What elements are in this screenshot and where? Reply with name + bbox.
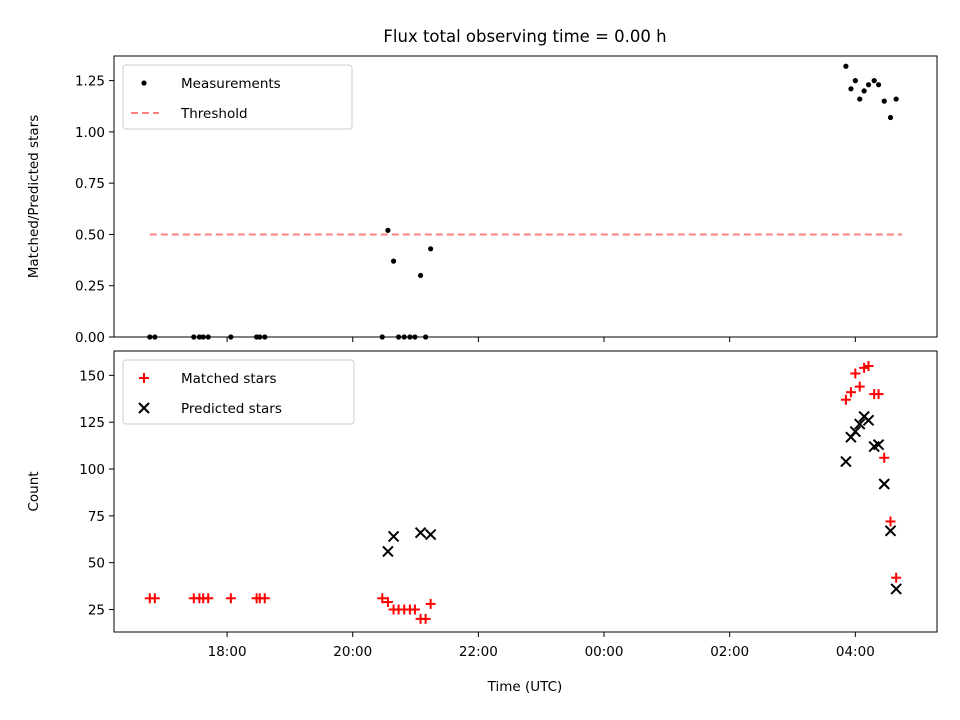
- predicted-stars-point: [862, 414, 875, 427]
- x-tick-label: 02:00: [710, 644, 749, 660]
- predicted-stars-point: [424, 528, 437, 541]
- y-tick-label: 50: [88, 556, 105, 572]
- y-tick-label: 1.00: [75, 125, 105, 141]
- y-tick-label: 100: [79, 462, 105, 478]
- matched-stars-point: [225, 593, 236, 604]
- measurements-point: [875, 82, 882, 88]
- legend-x-swatch: [138, 402, 150, 414]
- predicted-stars-point: [414, 527, 427, 539]
- y-tick-label: 75: [88, 509, 105, 525]
- predicted-stars-point: [884, 525, 897, 537]
- predicted-stars-point: [890, 583, 902, 595]
- matched-stars-point: [149, 593, 160, 604]
- y-tick-label: 1.25: [75, 74, 105, 90]
- measurements-point: [848, 86, 854, 92]
- matched-stars-point: [425, 598, 436, 609]
- x-tick-label: 22:00: [459, 644, 498, 660]
- matched-stars-point: [840, 394, 851, 405]
- measurements-point: [428, 246, 434, 252]
- measurements-point: [871, 78, 877, 84]
- y-tick-label: 0.25: [75, 279, 105, 295]
- predicted-stars-point: [872, 438, 885, 451]
- measurements-point: [390, 258, 397, 264]
- measurements-point: [861, 88, 867, 94]
- y-tick-label: 25: [88, 603, 105, 619]
- predicted-stars-point: [854, 418, 866, 430]
- y-axis-label: Matched/Predicted stars: [26, 115, 42, 278]
- legend-dot-swatch: [141, 80, 147, 86]
- legend-label: Measurements: [181, 76, 281, 92]
- ratio-panel: 0.00 0.25 0.50 0.75 1.00 1.25 Matched/Predicte…: [26, 55, 938, 346]
- measurements-point: [857, 96, 863, 102]
- plot-frame: [113, 350, 938, 633]
- matched-stars-point: [845, 387, 856, 398]
- legend-box: [122, 359, 355, 425]
- chart-title: Flux total observing time = 0.00 h: [383, 27, 666, 46]
- legend-label: Predicted stars: [181, 401, 282, 417]
- matched-stars-point: [382, 597, 393, 608]
- x-axis-label: Time (UTC): [487, 679, 563, 695]
- plot-frame: [113, 55, 938, 338]
- matched-stars-point: [203, 593, 214, 604]
- x-tick-label: 18:00: [208, 644, 247, 660]
- y-tick-label: 150: [79, 368, 105, 384]
- x-tick-label: 00:00: [585, 644, 624, 660]
- legend-label: Matched stars: [181, 371, 277, 387]
- predicted-stars-point: [382, 545, 394, 558]
- y-tick-label: 0.50: [75, 227, 105, 243]
- measurements-point: [852, 78, 858, 84]
- matched-stars-point: [891, 572, 902, 583]
- matched-stars-point: [420, 613, 431, 624]
- y-tick-label: 125: [79, 415, 105, 431]
- y-tick-label: 0.75: [75, 176, 105, 192]
- x-tick-label: 04:00: [836, 644, 875, 660]
- measurements-point: [417, 272, 424, 279]
- matched-stars-point: [879, 452, 890, 463]
- measurements-point: [385, 227, 391, 233]
- matched-stars-point: [377, 593, 388, 604]
- matched-stars-point: [259, 593, 270, 604]
- measurements-point: [893, 96, 899, 102]
- predicted-stars-point: [878, 478, 890, 490]
- count-panel: 18:00 20:00 22:00 00:00 02:00 04:00 25 50 75 100 1…: [26, 350, 938, 660]
- matched-stars-point: [409, 604, 420, 615]
- legend-label: Threshold: [180, 106, 248, 122]
- predicted-stars-point: [387, 530, 400, 543]
- y-tick-label: 0.00: [75, 330, 105, 346]
- matched-stars-point: [885, 516, 896, 527]
- matched-stars-point: [854, 381, 865, 392]
- matched-stars-point: [859, 362, 870, 373]
- measurements-point: [865, 82, 872, 88]
- legend-box: [122, 64, 353, 130]
- measurements-point: [887, 114, 894, 121]
- x-tick-label: 20:00: [333, 644, 372, 660]
- predicted-stars-point: [840, 455, 852, 468]
- matched-stars-point: [850, 368, 861, 379]
- legend-plus-swatch: [139, 373, 149, 383]
- matched-stars-point: [863, 360, 874, 371]
- measurements-point: [843, 63, 849, 69]
- matched-stars-point: [873, 389, 884, 400]
- y-axis-label: Count: [26, 471, 42, 511]
- measurements-point: [881, 98, 887, 104]
- predicted-stars-point: [849, 425, 862, 438]
